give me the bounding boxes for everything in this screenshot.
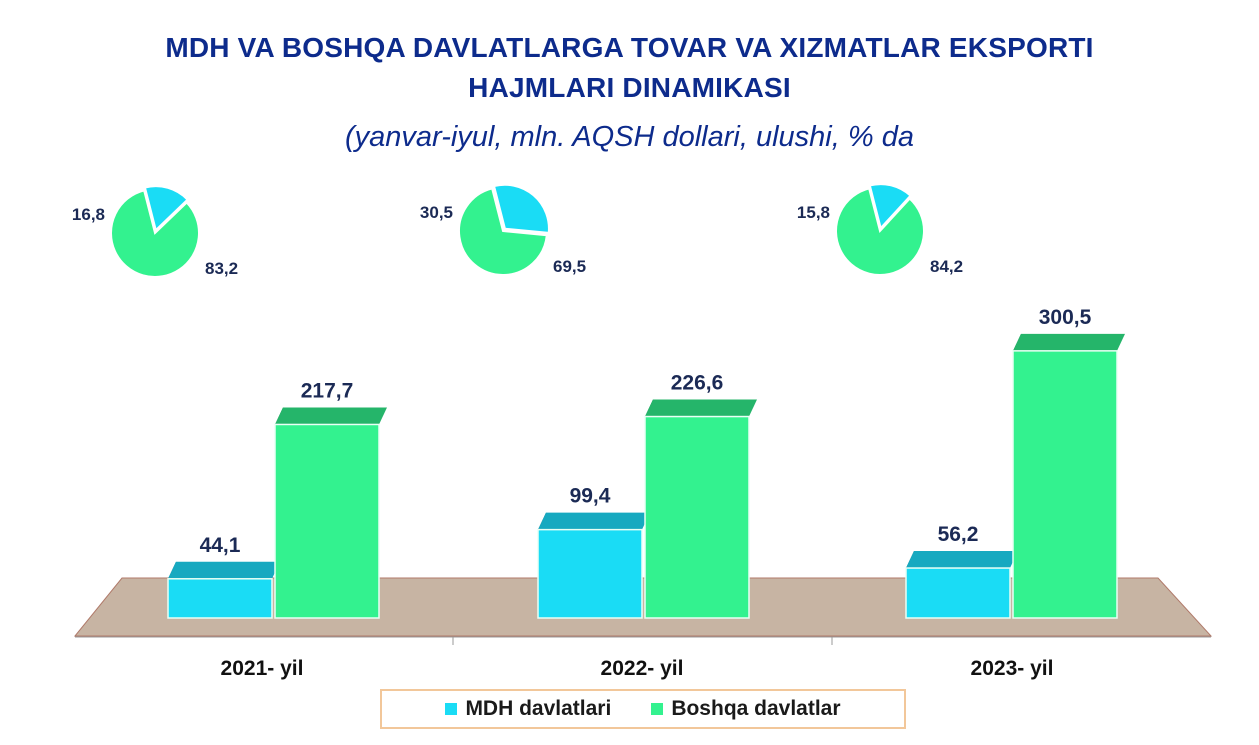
data-label: 300,5 <box>1039 306 1092 329</box>
bar-boshqa <box>274 423 380 619</box>
pie-slice-mdh <box>492 183 550 235</box>
pie-label-mdh: 16,8 <box>72 205 105 224</box>
x-tick-label: 2023- yil <box>971 657 1054 680</box>
legend-swatch-mdh <box>445 703 458 715</box>
bar-mdh <box>905 567 1011 619</box>
pie-label-mdh: 15,8 <box>797 203 830 222</box>
pie-slice-mdh <box>143 185 189 233</box>
bar-top <box>645 399 757 417</box>
data-label: 226,6 <box>671 372 724 395</box>
pie-label-boshqa: 83,2 <box>205 259 238 278</box>
bar-top <box>168 561 280 579</box>
bar-top <box>275 407 387 425</box>
legend-item-mdh: MDH davlatlari <box>445 697 611 721</box>
bar-mdh <box>167 578 273 619</box>
x-tick-label: 2021- yil <box>221 657 304 680</box>
pie-label-mdh: 30,5 <box>420 203 453 222</box>
pie-label-boshqa: 84,2 <box>930 257 963 276</box>
data-label: 56,2 <box>938 523 979 546</box>
legend-label-mdh: MDH davlatlari <box>465 697 612 720</box>
pie-slice-boshqa <box>110 189 200 278</box>
chart-legend: MDH davlatlari Boshqa davlatlar <box>380 689 906 729</box>
pie-slice-boshqa <box>835 187 925 276</box>
bar-top <box>538 512 650 530</box>
data-label: 217,7 <box>301 379 354 402</box>
legend-item-boshqa: Boshqa davlatlar <box>651 697 841 721</box>
legend-label-boshqa: Boshqa davlatlar <box>671 697 841 720</box>
pie-label-boshqa: 69,5 <box>553 257 586 276</box>
bar-boshqa <box>644 415 750 619</box>
bar-top <box>906 551 1018 569</box>
chart-title-line-2: HAJMLARI DINAMIKASI <box>468 72 791 103</box>
bar-boshqa <box>1012 350 1118 619</box>
bar-top <box>1013 333 1125 351</box>
pie-slice-boshqa <box>458 187 548 276</box>
data-label: 44,1 <box>200 534 241 557</box>
data-label: 99,4 <box>570 485 611 508</box>
x-tick-label: 2022- yil <box>601 657 684 680</box>
chart-title-line-1: MDH VA BOSHQA DAVLATLARGA TOVAR VA XIZMA… <box>165 32 1094 63</box>
pie-slice-mdh <box>868 183 912 231</box>
chart-subtitle: (yanvar-iyul, mln. AQSH dollari, ulushi,… <box>345 121 914 153</box>
legend-swatch-boshqa <box>651 703 664 715</box>
bar-mdh <box>537 528 643 619</box>
